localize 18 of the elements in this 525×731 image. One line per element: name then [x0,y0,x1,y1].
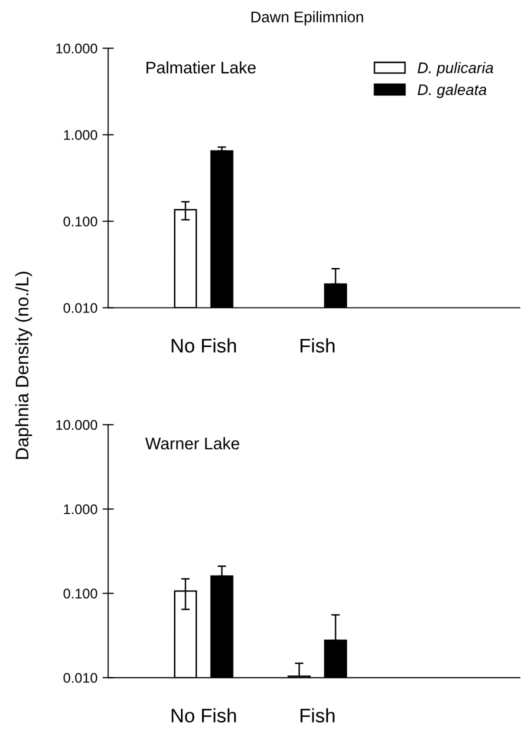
annotation: Palmatier Lake [146,61,256,74]
y-tick-label: 0.100 [64,588,98,598]
y-tick-label: 10.000 [56,420,98,430]
annotation: Warner Lake [145,437,240,450]
y-tick-label: 0.100 [64,216,98,226]
y-axis-title: Daphnia Density (no./L) [15,272,32,459]
legend-label: D. pulicaria [418,62,494,76]
x-tick-label: No Fish [172,338,236,353]
x-tick-label: No Fish [172,708,236,722]
y-tick-label: 1.000 [64,130,98,140]
y-tick-label: 0.010 [64,303,98,313]
x-tick-label: Fish [300,708,334,722]
x-tick-label: Fish [300,338,334,353]
y-tick-label: 1.000 [64,504,98,514]
chart-title: Dawn Epilimnion [251,11,364,26]
legend-label: D. galeata [418,84,486,98]
y-tick-label: 10.000 [56,44,98,54]
y-tick-label: 0.010 [64,672,98,683]
